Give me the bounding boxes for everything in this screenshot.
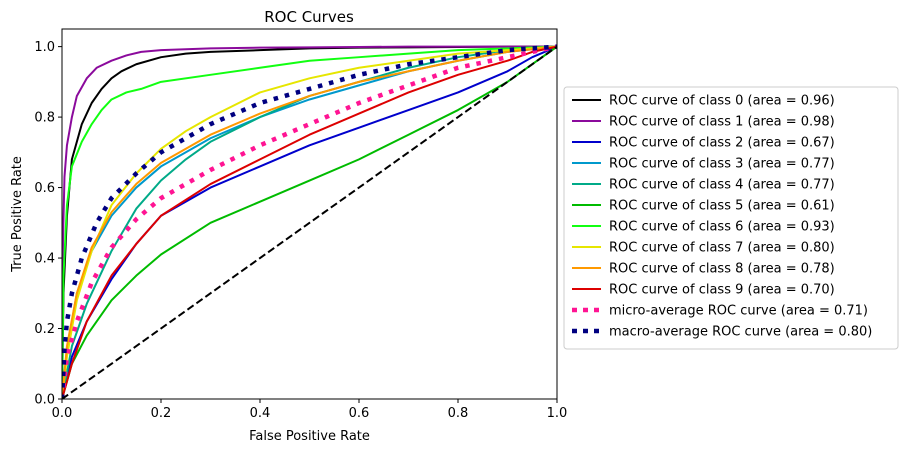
- legend-label: micro-average ROC curve (area = 0.71): [609, 304, 868, 319]
- series-line-12: [62, 45, 557, 399]
- x-axis: 0.0 0.2 0.4 0.6 0.8 1.0: [52, 399, 568, 421]
- x-tick-label: 0.6: [349, 406, 370, 421]
- x-tick-label: 0.4: [250, 406, 271, 421]
- series-line-9: [62, 45, 557, 399]
- legend-label: ROC curve of class 2 (area = 0.67): [609, 136, 835, 151]
- legend-label: ROC curve of class 0 (area = 0.96): [609, 94, 835, 109]
- plot-area: [62, 44, 557, 399]
- series-line-11: [62, 44, 557, 399]
- series-line-5: [62, 45, 557, 399]
- y-axis: 0.0 0.2 0.4 0.6 0.8 1.0: [34, 40, 62, 408]
- x-axis-label: False Positive Rate: [249, 429, 370, 444]
- legend-label: ROC curve of class 3 (area = 0.77): [609, 157, 835, 172]
- legend-label: ROC curve of class 7 (area = 0.80): [609, 241, 835, 256]
- x-tick-label: 0.8: [448, 406, 469, 421]
- x-tick-label: 0.0: [52, 406, 73, 421]
- y-tick-label: 1.0: [34, 40, 55, 55]
- series-line-1: [62, 45, 557, 399]
- y-tick-label: 0.6: [34, 181, 55, 196]
- legend-label: ROC curve of class 8 (area = 0.78): [609, 262, 835, 277]
- series-line-10: [62, 44, 557, 399]
- series-line-4: [62, 45, 557, 399]
- y-tick-label: 0.0: [34, 393, 55, 408]
- legend-label: ROC curve of class 4 (area = 0.77): [609, 178, 835, 193]
- legend-label: ROC curve of class 6 (area = 0.93): [609, 220, 835, 235]
- legend-label: macro-average ROC curve (area = 0.80): [609, 325, 872, 340]
- legend: ROC curve of class 0 (area = 0.96) ROC cu…: [563, 86, 899, 350]
- legend-box: [563, 86, 899, 350]
- plot-frame: [61, 28, 558, 400]
- legend-label: ROC curve of class 9 (area = 0.70): [609, 283, 835, 298]
- legend-label: ROC curve of class 1 (area = 0.98): [609, 115, 835, 130]
- y-tick-label: 0.8: [34, 111, 55, 126]
- series-line-8: [62, 45, 557, 399]
- y-tick-label: 0.2: [34, 322, 55, 337]
- legend-label: ROC curve of class 5 (area = 0.61): [609, 199, 835, 214]
- y-axis-label: True Positive Rate: [10, 156, 25, 273]
- series-line-6: [62, 45, 557, 399]
- x-tick-label: 1.0: [547, 406, 568, 421]
- y-tick-label: 0.4: [34, 252, 55, 267]
- x-tick-label: 0.2: [151, 406, 172, 421]
- series-line-7: [62, 45, 557, 399]
- chart-title: ROC Curves: [264, 8, 354, 26]
